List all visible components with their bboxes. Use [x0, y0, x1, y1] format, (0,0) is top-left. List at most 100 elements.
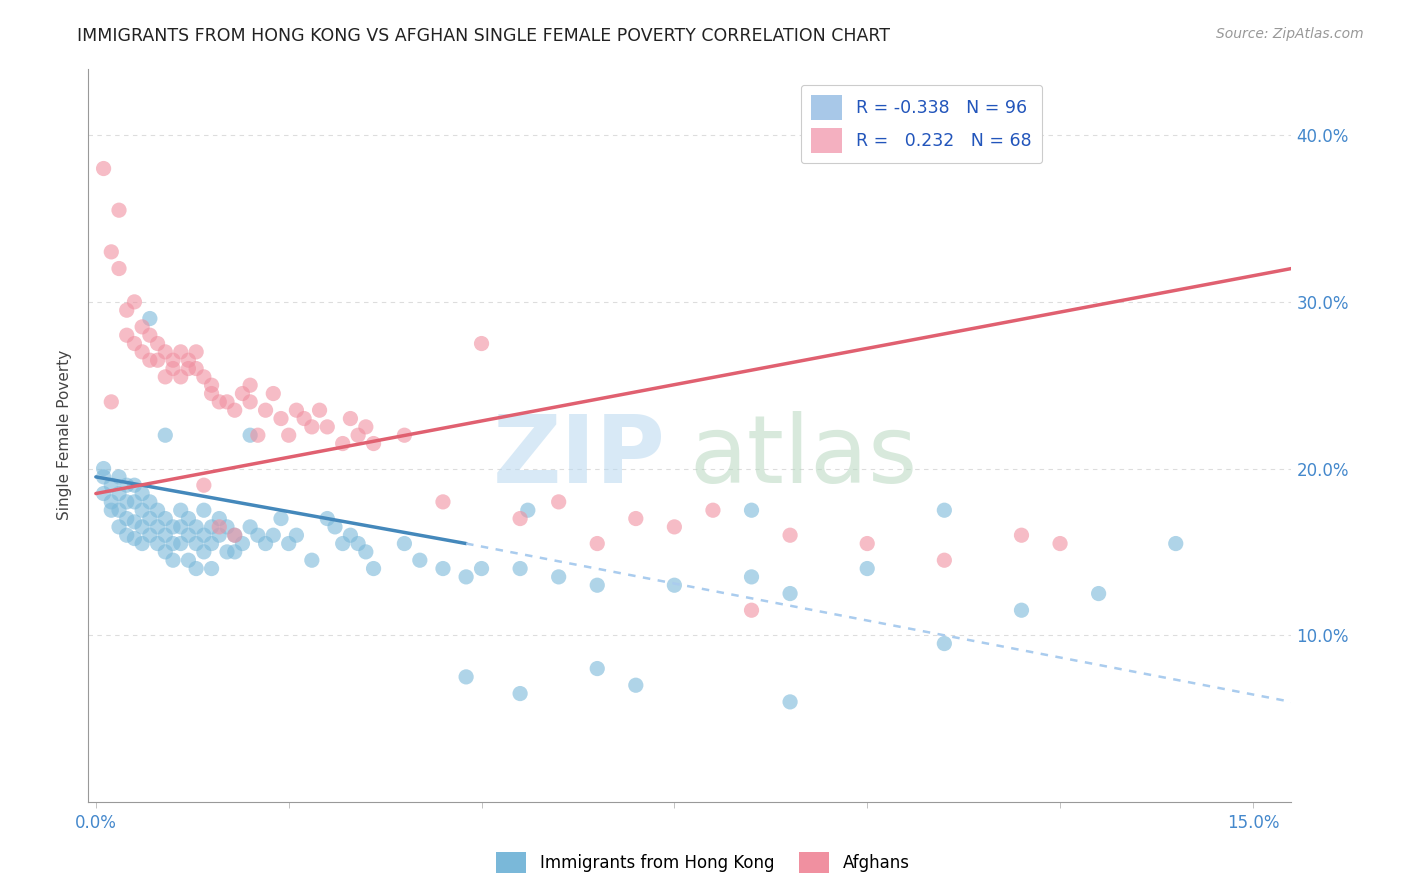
Point [186, 536, 208, 550]
Point [131, 319, 153, 334]
Point [246, 528, 269, 542]
Point [108, 470, 131, 484]
Point [146, 353, 169, 368]
Point [239, 520, 262, 534]
Point [170, 536, 193, 550]
Point [139, 511, 162, 525]
Point [215, 545, 238, 559]
Point [239, 378, 262, 392]
Point [200, 561, 222, 575]
Point [108, 486, 131, 500]
Point [100, 478, 122, 492]
Point [277, 428, 299, 442]
Point [509, 561, 531, 575]
Point [93, 470, 115, 484]
Point [131, 520, 153, 534]
Point [332, 536, 354, 550]
Point [162, 536, 184, 550]
Legend: Immigrants from Hong Kong, Afghans: Immigrants from Hong Kong, Afghans [489, 846, 917, 880]
Point [1011, 603, 1033, 617]
Point [856, 561, 879, 575]
Point [200, 378, 222, 392]
Point [224, 403, 246, 417]
Point [339, 411, 361, 425]
Text: IMMIGRANTS FROM HONG KONG VS AFGHAN SINGLE FEMALE POVERTY CORRELATION CHART: IMMIGRANTS FROM HONG KONG VS AFGHAN SING… [77, 27, 890, 45]
Point [200, 536, 222, 550]
Point [215, 395, 238, 409]
Point [131, 503, 153, 517]
Point [509, 687, 531, 701]
Point [394, 536, 416, 550]
Point [586, 578, 609, 592]
Point [208, 511, 231, 525]
Point [1164, 536, 1187, 550]
Point [139, 495, 162, 509]
Point [177, 528, 200, 542]
Point [93, 461, 115, 475]
Point [741, 570, 763, 584]
Point [741, 603, 763, 617]
Point [262, 386, 284, 401]
Point [186, 520, 208, 534]
Point [186, 361, 208, 376]
Point [231, 536, 253, 550]
Point [115, 495, 138, 509]
Point [170, 370, 193, 384]
Point [124, 515, 146, 529]
Point [193, 503, 215, 517]
Point [115, 303, 138, 318]
Point [270, 511, 292, 525]
Point [316, 420, 339, 434]
Legend: R = -0.338   N = 96, R =   0.232   N = 68: R = -0.338 N = 96, R = 0.232 N = 68 [800, 85, 1042, 163]
Point [470, 336, 492, 351]
Point [1049, 536, 1071, 550]
Point [162, 361, 184, 376]
Point [456, 570, 478, 584]
Point [432, 561, 454, 575]
Point [509, 511, 531, 525]
Point [547, 570, 569, 584]
Point [516, 503, 538, 517]
Point [170, 520, 193, 534]
Point [155, 545, 177, 559]
Text: atlas: atlas [690, 411, 918, 503]
Point [277, 536, 299, 550]
Point [779, 528, 801, 542]
Text: Source: ZipAtlas.com: Source: ZipAtlas.com [1216, 27, 1364, 41]
Point [193, 478, 215, 492]
Point [363, 436, 385, 450]
Point [224, 528, 246, 542]
Point [177, 553, 200, 567]
Point [155, 511, 177, 525]
Point [239, 428, 262, 442]
Point [139, 353, 162, 368]
Point [155, 428, 177, 442]
Point [115, 528, 138, 542]
Point [270, 411, 292, 425]
Point [146, 536, 169, 550]
Point [332, 436, 354, 450]
Point [146, 336, 169, 351]
Point [224, 545, 246, 559]
Point [624, 511, 647, 525]
Point [139, 528, 162, 542]
Point [162, 553, 184, 567]
Point [193, 370, 215, 384]
Point [586, 662, 609, 676]
Point [124, 294, 146, 309]
Point [146, 520, 169, 534]
Point [215, 520, 238, 534]
Point [262, 528, 284, 542]
Point [208, 520, 231, 534]
Point [124, 478, 146, 492]
Point [323, 520, 346, 534]
Point [115, 328, 138, 343]
Y-axis label: Single Female Poverty: Single Female Poverty [58, 350, 72, 520]
Point [702, 503, 724, 517]
Point [254, 403, 277, 417]
Point [186, 561, 208, 575]
Point [224, 528, 246, 542]
Point [470, 561, 492, 575]
Point [208, 528, 231, 542]
Point [131, 486, 153, 500]
